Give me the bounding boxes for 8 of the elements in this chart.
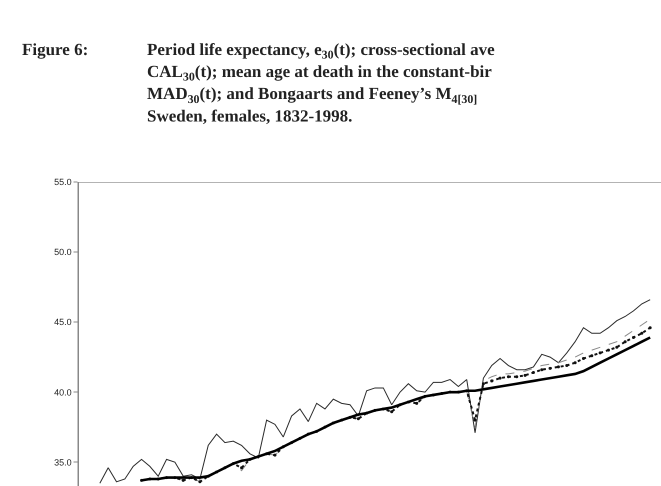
y-tick-label: 40.0: [54, 387, 72, 398]
y-tick-label: 35.0: [54, 457, 72, 468]
y-tick-label: 55.0: [54, 177, 72, 188]
text: Period life expectancy, e$_{30}$(t); cross-sectional ave CAL$_{30}$(t); mean age at death in the constant-bir MAD$_{30}$(t); and Bongaarts and Feeney’s M$_{4[30]}$ Sweden, females, 1832-1998.: [147, 40, 495, 126]
chart-title: Figure 6:: [22, 40, 88, 59]
y-tick-label: 45.0: [54, 317, 72, 328]
y-tick-label: 50.0: [54, 247, 72, 258]
line-series: [99, 299, 651, 484]
